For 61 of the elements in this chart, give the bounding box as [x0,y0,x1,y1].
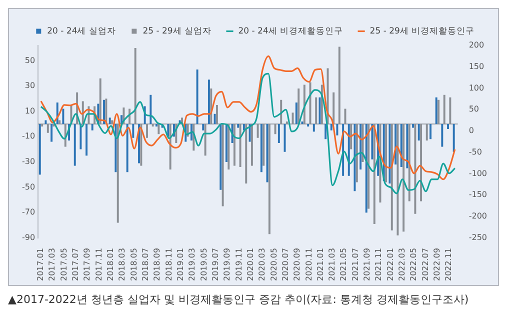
x-tick-label: 2020.07 [280,248,290,282]
x-tick-label: 2018.11 [164,248,174,282]
y-tick-label: -10 [22,132,36,141]
legend-label: 20 - 24세 비경제활동인구 [238,26,344,36]
x-tick-label: 2021.07 [350,248,360,282]
y-tick-label: 50 [24,56,36,65]
x-tick-label: 2019.03 [188,248,197,282]
y2-tick-label: -200 [468,212,487,221]
x-tick-label: 2022.03 [398,248,407,282]
x-tick-label: 2019.11 [234,248,244,282]
y-tick-label: -30 [22,157,36,166]
y-tick-label: -70 [22,208,36,217]
y-tick-label: 30 [24,81,36,90]
x-tick-label: 2017.05 [59,248,68,282]
x-tick-label: 2022.07 [420,248,430,282]
x-tick-label: 2022.01 [386,248,395,282]
x-tick-label: 2017.11 [94,248,104,282]
x-tick-label: 2022.11 [444,248,454,282]
x-tick-label: 2021.09 [362,248,372,282]
x-tick-label: 2019.09 [222,248,232,282]
x-tick-label: 2020.11 [304,248,314,282]
y2-tick-label: 200 [468,40,484,50]
line-series [40,72,456,194]
y2-tick-label: -250 [468,232,487,242]
y2-tick-label: -50 [468,147,482,156]
x-tick-label: 2019.01 [176,248,185,282]
x-tick-label: 2017.09 [82,248,92,282]
text: ▲2017-2022년 청년층 실업자 및 비경제활동인구 증감 추이(자료: 통계청 경제활동인구조사) [8,292,470,307]
x-tick-label: 2017.03 [48,248,57,282]
y-tick-label: -90 [22,232,36,242]
x-tick-label: 2021.05 [339,248,348,282]
y2-tick-label: 100 [468,83,484,92]
line-series [40,55,456,180]
x-tick-label: 2021.01 [316,248,325,282]
x-tick-label: 2020.01 [246,248,255,282]
y2-tick-label: 150 [468,62,484,71]
x-tick-label: 2018.09 [152,248,162,282]
x-tick-label: 2017.01 [36,248,46,282]
x-tick-label: 2018.05 [129,248,138,282]
x-tick-label: 2022.09 [432,248,442,282]
x-tick-label: 2018.01 [106,248,116,282]
x-tick-label: 2018.07 [141,248,150,282]
x-tick-label: 2019.07 [210,248,220,282]
y2-tick-label: -100 [468,168,487,178]
y2-tick-label: 50 [468,104,480,114]
y2-tick-label: 0 [468,126,474,136]
x-tick-label: 2021.11 [374,248,384,282]
x-tick-label: 2020.09 [292,248,302,282]
y2-tick-label: -150 [468,190,487,200]
legend-label: 25 - 29세 실업자 [142,26,212,36]
x-tick-label: 2021.03 [328,248,337,282]
x-tick-label: 2020.05 [269,248,278,282]
x-tick-label: 2020.03 [258,248,267,282]
y-tick-label: -50 [22,182,36,192]
x-tick-label: 2019.05 [199,248,208,282]
x-tick-label: 2018.03 [118,248,127,282]
legend-label: 20 - 24세 실업자 [47,26,116,36]
x-tick-label: 2017.07 [71,248,80,282]
legend-label: 25 - 29세 비경제활동인구 [370,26,475,36]
x-tick-label: 2022.05 [409,248,418,282]
y-tick-label: 10 [24,106,36,116]
